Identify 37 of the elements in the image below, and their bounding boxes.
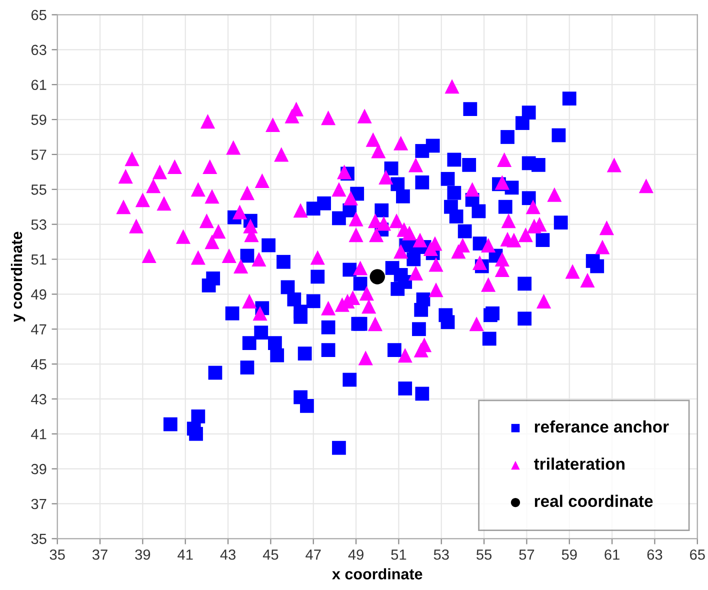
y-tick-label: 53 <box>31 219 46 230</box>
x-tick-label: 53 <box>434 549 449 560</box>
x-tick-label: 65 <box>690 549 705 560</box>
y-tick-label: 45 <box>31 359 46 370</box>
y-tick-label: 47 <box>31 324 46 334</box>
x-tick-label: 55 <box>476 550 492 560</box>
y-axis-title: y coordinate <box>10 232 26 322</box>
x-axis-title: x coordinate <box>332 568 422 580</box>
y-tick-label: 65 <box>31 10 46 20</box>
x-tick-label: 51 <box>391 550 406 560</box>
x-tick-label: 59 <box>562 549 577 560</box>
y-tick-label: 55 <box>31 184 46 195</box>
legend-label: real coordinate <box>534 494 653 508</box>
x-tick-label: 43 <box>220 549 236 560</box>
legend-label: trilateration <box>534 458 624 470</box>
x-tick-label: 35 <box>50 549 65 560</box>
y-tick-label: 35 <box>31 534 46 544</box>
x-tick-label: 47 <box>306 550 321 560</box>
legend-label: referance anchor <box>534 420 669 433</box>
y-tick-label: 51 <box>31 254 46 265</box>
y-tick-label: 61 <box>31 80 46 90</box>
x-tick-label: 41 <box>178 550 193 560</box>
y-tick-label: 63 <box>31 44 46 56</box>
x-tick-label: 57 <box>519 550 534 560</box>
x-tick-label: 45 <box>262 550 278 560</box>
y-tick-label: 39 <box>31 464 46 474</box>
y-tick-label: 49 <box>31 289 46 300</box>
x-tick-label: 39 <box>135 549 150 560</box>
y-tick-label: 59 <box>31 114 46 125</box>
x-tick-label: 63 <box>647 549 662 560</box>
x-tick-label: 61 <box>604 549 620 560</box>
y-tick-label: 41 <box>31 429 46 440</box>
y-tick-label: 57 <box>31 150 46 160</box>
x-tick-label: 37 <box>92 549 108 560</box>
y-tick-label: 43 <box>31 394 46 404</box>
y-tick-label: 37 <box>31 498 46 510</box>
x-tick-label: 49 <box>348 549 364 560</box>
